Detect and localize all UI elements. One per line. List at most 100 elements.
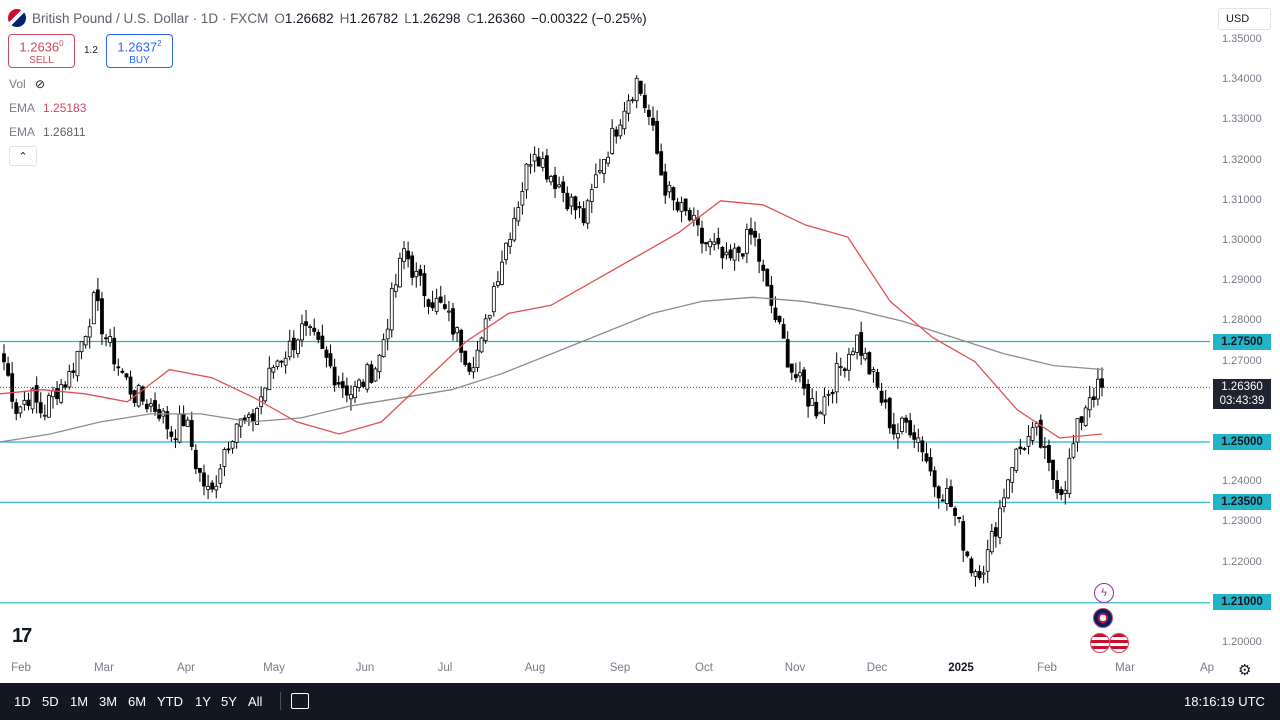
candle-body	[1018, 446, 1023, 450]
candle-body	[622, 110, 627, 130]
timeframe-1y[interactable]: 1Y	[195, 694, 211, 709]
timeframe-ytd[interactable]: YTD	[157, 694, 183, 709]
eye-off-icon[interactable]: ⊘	[35, 77, 46, 91]
candle-body	[389, 288, 394, 331]
ohlc-low-value: 1.26298	[411, 10, 461, 26]
candle-body	[193, 449, 198, 470]
candle-body	[46, 395, 51, 418]
candle-body	[826, 393, 831, 396]
candle-body	[602, 158, 606, 174]
price-chart[interactable]	[0, 0, 1280, 683]
candle-body	[655, 120, 659, 154]
candle-body	[287, 340, 292, 358]
timeframe-6m[interactable]: 6M	[128, 694, 147, 709]
candle-body	[1051, 459, 1055, 481]
lightning-icon[interactable]: ϟ	[1094, 583, 1114, 603]
candle-body	[165, 411, 170, 430]
candle-body	[2, 353, 6, 363]
us-flag-icon[interactable]	[1109, 633, 1129, 653]
ohlc-high-value: 1.26782	[349, 10, 399, 26]
candle-body	[528, 164, 533, 167]
candle-body	[998, 507, 1002, 538]
candle-body	[557, 184, 562, 188]
candle-body	[357, 379, 362, 388]
candle-body	[373, 368, 378, 382]
us-flag-icon[interactable]	[1090, 633, 1110, 653]
buy-button[interactable]: 1.26372 BUY	[106, 34, 173, 68]
candle-body	[683, 198, 688, 212]
candle-body	[1059, 489, 1064, 496]
candle-body	[271, 367, 276, 373]
candle-body	[700, 227, 704, 244]
candle-body	[198, 467, 202, 473]
timeframe-all[interactable]: All	[248, 694, 263, 709]
sell-price: 1.2636	[19, 39, 60, 55]
sell-button[interactable]: 1.26360 SELL	[8, 34, 75, 68]
candle-body	[671, 187, 676, 201]
candle-body	[777, 315, 782, 323]
indicator-ema-fast[interactable]: EMA 1.25183	[9, 101, 86, 115]
timeframe-5y[interactable]: 5Y	[221, 694, 237, 709]
candle-body	[79, 341, 84, 353]
candle-body	[691, 214, 696, 221]
candle-body	[100, 298, 104, 335]
symbol-header: British Pound / U.S. Dollar · 1D · FXCM …	[8, 9, 647, 27]
candle-body	[781, 324, 786, 339]
candle-body	[634, 77, 639, 102]
candle-body	[704, 242, 708, 245]
gb-flag-icon[interactable]	[1093, 608, 1113, 628]
candle-body	[332, 366, 337, 386]
candle-body	[226, 448, 231, 451]
candle-body	[679, 202, 684, 212]
candle-body	[14, 402, 19, 414]
candle-body	[398, 257, 402, 288]
candle-body	[491, 286, 496, 313]
currency-selector[interactable]: USD	[1218, 8, 1271, 30]
candle-body	[589, 189, 594, 202]
candle-body	[455, 327, 459, 334]
candle-body	[867, 352, 872, 375]
candle-body	[153, 400, 157, 412]
candle-body	[540, 158, 545, 168]
candle-body	[765, 268, 770, 287]
indicator-vol[interactable]: Vol ⊘	[9, 77, 45, 91]
candle-body	[863, 352, 868, 360]
indicator-ema-slow[interactable]: EMA 1.26811	[9, 125, 86, 139]
candle-body	[830, 391, 835, 395]
candle-body	[1006, 479, 1011, 499]
calendar-icon[interactable]	[291, 693, 309, 709]
utc-clock[interactable]: 18:16:19 UTC	[1184, 694, 1265, 709]
candle-body	[753, 230, 757, 238]
candle-body	[977, 571, 982, 579]
candle-body	[561, 181, 566, 194]
candle-body	[1014, 448, 1019, 471]
y-axis-label: 1.22000	[1222, 555, 1262, 568]
candle-body	[944, 487, 949, 505]
price-level-tag: 1.27500	[1213, 334, 1271, 350]
x-axis-label: Ap	[1199, 662, 1215, 674]
timeframe-1m[interactable]: 1M	[70, 694, 89, 709]
price-level-tag: 1.25000	[1213, 434, 1271, 450]
spread-value: 1.2	[84, 45, 98, 56]
timeframe-5d[interactable]: 5D	[42, 694, 59, 709]
x-axis-label: Jul	[437, 662, 453, 674]
candle-body	[63, 384, 68, 388]
candle-body	[912, 432, 917, 440]
candle-body	[610, 127, 615, 155]
candle-body	[30, 388, 35, 410]
gear-icon[interactable]: ⚙	[1238, 662, 1252, 679]
collapse-indicators-button[interactable]: ⌃	[9, 146, 37, 166]
candle-body	[504, 242, 508, 260]
candle-body	[785, 339, 790, 368]
y-axis-label: 1.23000	[1222, 515, 1262, 528]
candle-body	[985, 549, 990, 572]
x-axis-label: Apr	[177, 662, 195, 674]
candle-body	[136, 385, 141, 407]
candle-body	[361, 381, 366, 387]
sell-label: SELL	[29, 55, 54, 67]
candle-body	[920, 440, 925, 453]
candle-body	[124, 373, 129, 378]
tradingview-logo[interactable]: 17	[12, 625, 32, 647]
timeframe-3m[interactable]: 3M	[99, 694, 118, 709]
timeframe-1d[interactable]: 1D	[14, 694, 31, 709]
